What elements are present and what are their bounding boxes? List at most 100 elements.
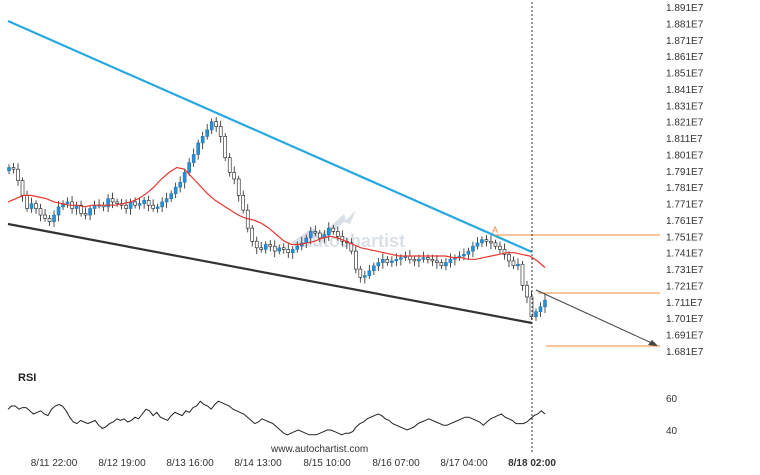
y-tick-label: 1.891E7 xyxy=(666,3,704,14)
candle-body xyxy=(268,244,273,247)
candle-body xyxy=(439,262,444,267)
candle-body xyxy=(196,142,200,155)
candle-body xyxy=(200,136,205,144)
candle-body xyxy=(227,157,232,173)
candle-body xyxy=(435,260,439,263)
candle-body xyxy=(241,195,246,211)
candle-body xyxy=(543,299,547,308)
y-tick-label: 1.701E7 xyxy=(666,314,704,325)
candle-body xyxy=(43,214,47,219)
credit-text: www.autochartist.com xyxy=(270,444,368,455)
candle-body xyxy=(169,193,173,199)
candle-body xyxy=(29,203,34,209)
rsi-axis: 60 40 xyxy=(666,394,678,437)
candle-body xyxy=(358,268,363,278)
candle-body xyxy=(417,258,421,262)
candle-body xyxy=(16,168,20,181)
y-tick-label: 1.761E7 xyxy=(666,216,704,227)
candle-body xyxy=(529,296,534,317)
candle-body xyxy=(516,263,520,267)
x-tick-label: 8/14 13:00 xyxy=(234,458,282,469)
candle-body xyxy=(214,121,218,127)
y-tick-label: 1.781E7 xyxy=(666,183,704,194)
candle-body xyxy=(534,311,538,317)
candle-body xyxy=(430,258,435,262)
candle-body xyxy=(182,172,187,183)
candle-body xyxy=(34,203,38,209)
candle-body xyxy=(259,247,264,250)
candle-body xyxy=(308,231,313,239)
candle-body xyxy=(520,263,525,286)
candle-body xyxy=(295,245,300,250)
candle-body xyxy=(20,180,25,196)
candle-body xyxy=(52,214,56,222)
x-tick-label: 8/18 02:00 xyxy=(508,458,556,469)
candle-body xyxy=(155,206,160,209)
candle-body xyxy=(462,254,466,257)
candle-body xyxy=(250,227,255,242)
candle-body xyxy=(38,208,43,216)
candle-body xyxy=(484,239,489,242)
x-tick-label: 8/11 22:00 xyxy=(31,458,78,469)
candles xyxy=(7,117,547,321)
candle-body xyxy=(25,195,29,209)
candle-body xyxy=(209,121,214,131)
candle-body xyxy=(525,285,529,298)
candle-body xyxy=(151,204,155,209)
candle-body xyxy=(106,198,110,208)
candle-body xyxy=(137,203,142,206)
candle-body xyxy=(331,227,336,232)
candle-body xyxy=(79,204,83,214)
candle-body xyxy=(205,129,209,137)
candle-body xyxy=(381,258,385,263)
candle-body xyxy=(493,242,498,247)
candle-body xyxy=(133,201,137,206)
y-tick-label: 1.681E7 xyxy=(666,347,704,358)
x-tick-label: 8/15 10:00 xyxy=(303,458,351,469)
candle-body xyxy=(187,162,191,173)
y-tick-label: 1.851E7 xyxy=(666,69,704,80)
candle-body xyxy=(65,201,70,204)
candle-body xyxy=(191,154,196,163)
candle-body xyxy=(399,257,403,260)
candle-body xyxy=(313,231,318,234)
candle-body xyxy=(367,270,372,276)
y-tick-label: 1.831E7 xyxy=(666,101,704,112)
x-tick-label: 8/13 16:00 xyxy=(166,458,214,469)
moving-average-line xyxy=(7,166,546,268)
candle-body xyxy=(218,126,223,137)
y-tick-label: 1.691E7 xyxy=(666,331,704,342)
y-tick-label: 1.861E7 xyxy=(666,52,704,63)
point-label: A xyxy=(492,225,498,235)
candle-body xyxy=(444,262,448,267)
support-trendline xyxy=(7,222,533,325)
y-tick-label: 1.811E7 xyxy=(666,134,703,145)
candle-body xyxy=(507,254,511,262)
candle-body xyxy=(7,167,11,172)
candle-body xyxy=(394,258,399,262)
candle-body xyxy=(498,245,502,250)
candle-body xyxy=(390,260,394,263)
watermark: autochartist xyxy=(292,210,405,251)
candle-body xyxy=(317,232,322,239)
candle-body xyxy=(412,258,417,262)
candle-body xyxy=(502,249,507,255)
x-axis: 8/11 22:00 8/12 19:00 8/13 16:00 8/14 13:00… xyxy=(31,458,557,469)
candle-body xyxy=(363,275,367,278)
candle-body xyxy=(426,257,430,260)
candle-body xyxy=(272,245,277,252)
candle-body xyxy=(421,257,426,260)
candle-body xyxy=(511,260,516,267)
rsi-line xyxy=(7,400,546,436)
x-tick-label: 8/17 04:00 xyxy=(440,458,488,469)
y-tick-label: 1.731E7 xyxy=(666,265,704,276)
candle-body xyxy=(47,218,52,222)
candle-body xyxy=(115,201,119,204)
x-tick-label: 8/12 19:00 xyxy=(98,458,146,469)
y-tick-label: 1.801E7 xyxy=(666,150,704,161)
candle-body xyxy=(489,240,493,244)
candle-body xyxy=(277,247,282,252)
y-tick-label: 1.741E7 xyxy=(666,249,704,260)
rsi-title: RSI xyxy=(18,372,36,384)
